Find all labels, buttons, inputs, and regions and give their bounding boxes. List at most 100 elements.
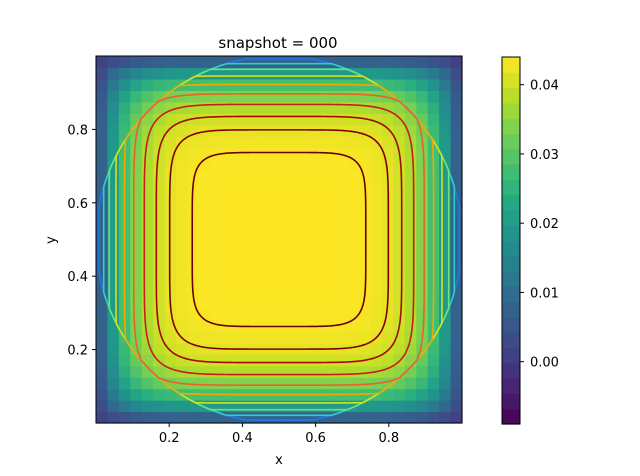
contour-line xyxy=(132,93,426,386)
heatmap-cell xyxy=(244,354,257,367)
heatmap-cell xyxy=(404,113,417,126)
heatmap-cell xyxy=(279,193,292,206)
heatmap-cell xyxy=(221,193,234,206)
heatmap-cell xyxy=(393,205,406,218)
heatmap-cell xyxy=(324,331,337,344)
heatmap-cell xyxy=(336,296,349,309)
heatmap-cell xyxy=(290,365,303,378)
heatmap-cell xyxy=(439,400,452,413)
heatmap-cell xyxy=(290,159,303,172)
heatmap-cell xyxy=(141,365,154,378)
heatmap-cell xyxy=(96,147,109,160)
heatmap-cell xyxy=(233,377,246,390)
heatmap-cell xyxy=(393,262,406,275)
colorbar-band xyxy=(502,164,520,180)
heatmap-cell xyxy=(393,331,406,344)
x-tick-label: 0.8 xyxy=(378,431,399,446)
heatmap-cell xyxy=(244,273,257,286)
heatmap-cell xyxy=(381,354,394,367)
heatmap-cell xyxy=(107,136,120,149)
heatmap-cell xyxy=(336,365,349,378)
heatmap-cell xyxy=(118,354,131,367)
heatmap-cell xyxy=(404,124,417,137)
heatmap-cell xyxy=(233,193,246,206)
heatmap-cell xyxy=(301,296,314,309)
heatmap-cell xyxy=(153,342,166,355)
heatmap-cell xyxy=(404,56,417,69)
heatmap-cell xyxy=(198,319,211,332)
heatmap-cell xyxy=(416,250,429,264)
heatmap-cell xyxy=(96,377,109,390)
heatmap-cell xyxy=(279,136,292,149)
heatmap-cell xyxy=(393,170,406,183)
heatmap-cell xyxy=(244,411,257,424)
heatmap-cell xyxy=(130,136,143,149)
heatmap-cell xyxy=(439,113,452,126)
heatmap-cell xyxy=(416,388,429,401)
heatmap-cell xyxy=(279,308,292,321)
heatmap-cell xyxy=(313,124,326,137)
heatmap-cell xyxy=(439,124,452,137)
heatmap-cell xyxy=(381,67,394,80)
heatmap-cell xyxy=(404,388,417,401)
heatmap-cell xyxy=(176,216,189,229)
heatmap-cell xyxy=(324,216,337,229)
heatmap-cell xyxy=(107,124,120,137)
heatmap-cell xyxy=(141,342,154,355)
heatmap-cell xyxy=(96,400,109,413)
heatmap-cell xyxy=(347,182,360,195)
heatmap-cell xyxy=(107,365,120,378)
heatmap-cell xyxy=(130,262,143,275)
heatmap-cell xyxy=(404,400,417,413)
heatmap-cell xyxy=(279,228,292,241)
heatmap-cell xyxy=(221,159,234,172)
heatmap-cell xyxy=(370,273,383,286)
heatmap-cell xyxy=(416,159,429,172)
heatmap-cell xyxy=(221,285,234,298)
heatmap-cell xyxy=(267,365,280,378)
heatmap-cell xyxy=(416,400,429,413)
heatmap-cell xyxy=(324,159,337,172)
heatmap-cell xyxy=(187,365,200,378)
heatmap-cell xyxy=(153,250,166,264)
heatmap-cell xyxy=(96,113,109,126)
heatmap-cell xyxy=(267,124,280,137)
contour-line xyxy=(155,115,403,364)
heatmap-cell xyxy=(450,56,463,69)
heatmap-cell xyxy=(313,56,326,69)
heatmap-cell xyxy=(279,285,292,298)
heatmap-cell xyxy=(221,228,234,241)
heatmap-cell xyxy=(198,296,211,309)
heatmap-cell xyxy=(221,239,234,252)
heatmap-cell xyxy=(233,273,246,286)
heatmap-cell xyxy=(198,354,211,367)
heatmap-cell xyxy=(393,411,406,424)
colorbar-band xyxy=(502,194,520,211)
heatmap-cell xyxy=(347,216,360,229)
heatmap-cell xyxy=(176,205,189,218)
heatmap-cell xyxy=(176,182,189,195)
heatmap-cell xyxy=(439,342,452,355)
heatmap-cell xyxy=(370,319,383,332)
heatmap-cell xyxy=(324,90,337,103)
heatmap-cell xyxy=(290,354,303,367)
heatmap-cell xyxy=(256,170,269,183)
heatmap-cell xyxy=(164,67,177,80)
heatmap-cell xyxy=(404,170,417,183)
heatmap-cell xyxy=(267,216,280,229)
heatmap-cell xyxy=(279,273,292,286)
heatmap-cell xyxy=(324,239,337,252)
heatmap-cell xyxy=(301,182,314,195)
heatmap-cell xyxy=(416,205,429,218)
heatmap-cell xyxy=(176,319,189,332)
heatmap-cell xyxy=(370,147,383,160)
heatmap-cell xyxy=(210,193,223,206)
heatmap-cell xyxy=(107,342,120,355)
heatmap-cell xyxy=(450,262,463,275)
heatmap-cell xyxy=(347,170,360,183)
heatmap-cell xyxy=(233,285,246,298)
heatmap-cell xyxy=(381,56,394,69)
heatmap-cell xyxy=(233,296,246,309)
heatmap-cell xyxy=(404,319,417,332)
heatmap-cell xyxy=(336,113,349,126)
